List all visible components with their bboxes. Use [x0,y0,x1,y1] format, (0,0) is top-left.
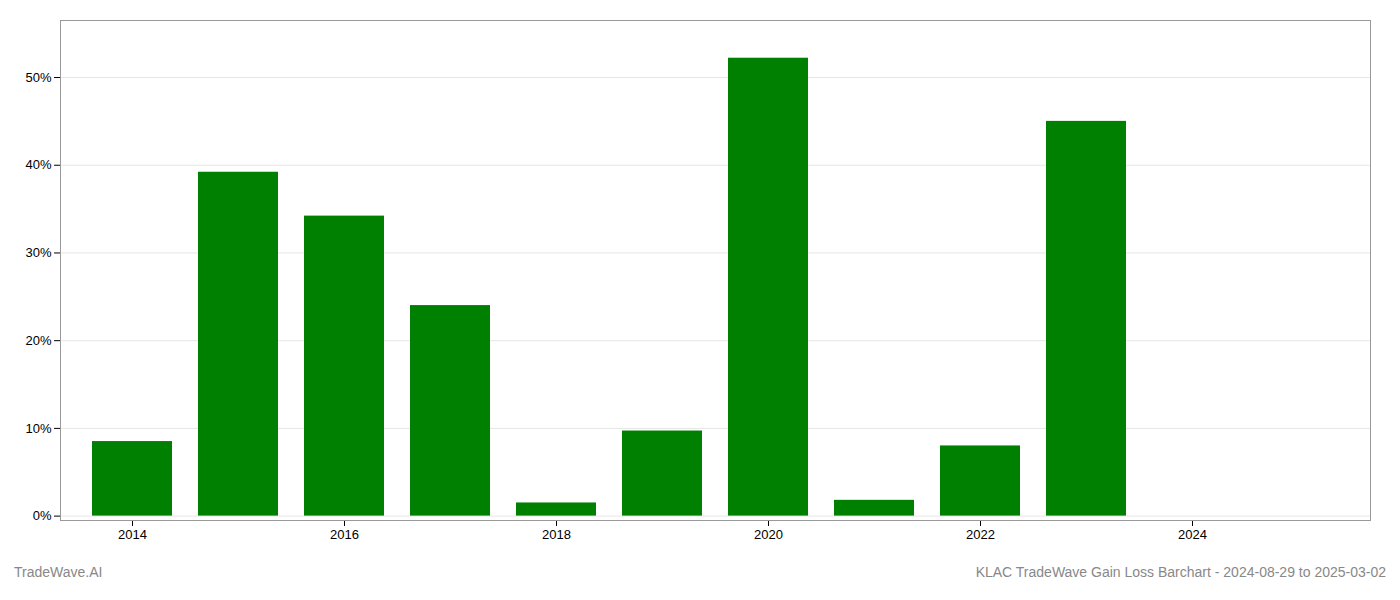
svg-text:2020: 2020 [754,527,783,542]
svg-text:30%: 30% [25,245,51,260]
svg-text:2022: 2022 [966,527,995,542]
svg-text:10%: 10% [25,421,51,436]
svg-text:2018: 2018 [542,527,571,542]
svg-text:2014: 2014 [118,527,147,542]
html-text:KLAC TradeWave Gain Loss Barch: KLAC TradeWave Gain Loss Barchart - 2024… [975,564,1386,580]
svg-text:2024: 2024 [1178,527,1207,542]
html-text:TradeWave.AI: TradeWave.AI [14,564,103,580]
svg-text:50%: 50% [25,70,51,85]
svg-text:0%: 0% [33,508,52,523]
svg-text:40%: 40% [25,157,51,172]
svg-text:20%: 20% [25,333,51,348]
svg-text:2016: 2016 [330,527,359,542]
